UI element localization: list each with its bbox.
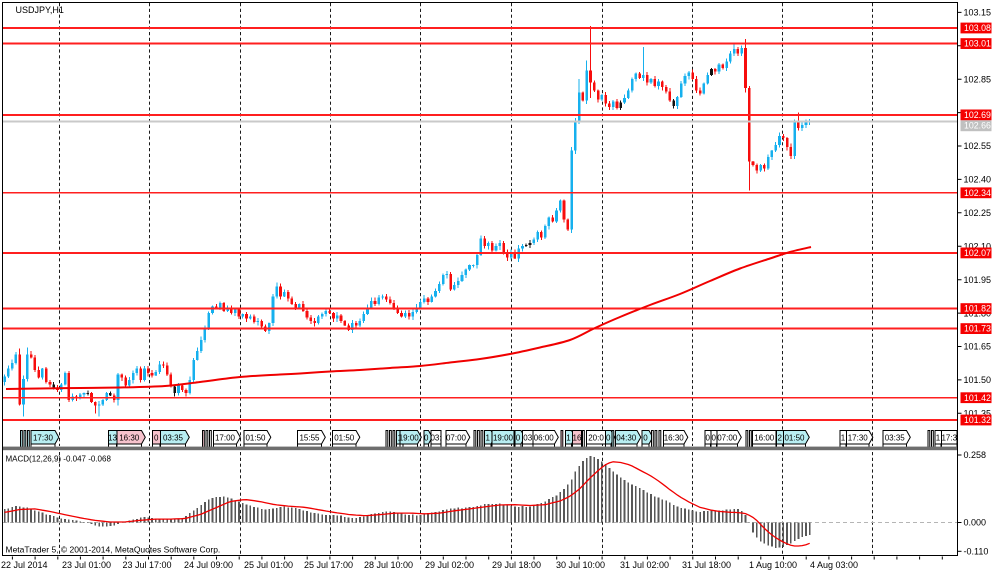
svg-text:0.000: 0.000 [964, 518, 987, 528]
svg-text:101.65: 101.65 [964, 342, 992, 352]
svg-text:30 Jul 10:00: 30 Jul 10:00 [556, 560, 605, 570]
svg-text:101.42: 101.42 [964, 393, 991, 403]
svg-text:17:30: 17:30 [848, 433, 869, 442]
svg-text:1: 1 [486, 433, 491, 442]
svg-text:16:00: 16:00 [754, 433, 775, 442]
svg-text:102.69: 102.69 [964, 110, 991, 120]
svg-text:29 Jul 02:00: 29 Jul 02:00 [425, 560, 474, 570]
svg-text:16:30: 16:30 [664, 433, 685, 442]
svg-text:16: 16 [573, 433, 582, 442]
svg-text:19:00: 19:00 [399, 433, 420, 442]
svg-text:103.15: 103.15 [964, 8, 992, 18]
svg-text:1 Aug 10:00: 1 Aug 10:00 [749, 560, 797, 570]
svg-text:07:00: 07:00 [446, 433, 467, 442]
svg-text:0: 0 [516, 433, 521, 442]
svg-text:0: 0 [706, 433, 711, 442]
svg-text:101.50: 101.50 [964, 375, 992, 385]
svg-text:102.34: 102.34 [964, 188, 991, 198]
svg-text:22 Jul 2014: 22 Jul 2014 [1, 560, 48, 570]
svg-text:102.66: 102.66 [964, 121, 991, 131]
svg-text:102.07: 102.07 [964, 248, 991, 258]
svg-text:03:35: 03:35 [885, 433, 906, 442]
svg-text:103.01: 103.01 [964, 39, 991, 49]
svg-text:31 Jul 18:00: 31 Jul 18:00 [682, 560, 731, 570]
svg-text:25 Jul 17:00: 25 Jul 17:00 [304, 560, 353, 570]
svg-text:102.40: 102.40 [964, 175, 992, 185]
svg-text:29 Jul 18:00: 29 Jul 18:00 [492, 560, 541, 570]
svg-text:19:00: 19:00 [493, 433, 514, 442]
svg-text:101.73: 101.73 [964, 324, 991, 334]
svg-text:0.258: 0.258 [964, 450, 987, 460]
svg-text:23 Jul 17:00: 23 Jul 17:00 [123, 560, 172, 570]
svg-text:102.85: 102.85 [964, 74, 992, 84]
svg-text:07:00: 07:00 [717, 433, 738, 442]
svg-text:03:35: 03:35 [163, 433, 184, 442]
svg-text:03:: 03: [430, 433, 441, 442]
svg-text:25 Jul 01:00: 25 Jul 01:00 [244, 560, 293, 570]
svg-text:1: 1 [936, 433, 941, 442]
svg-text:101.32: 101.32 [964, 415, 991, 425]
svg-text:1: 1 [566, 433, 571, 442]
svg-text:102.25: 102.25 [964, 208, 992, 218]
svg-text:01:50: 01:50 [784, 433, 805, 442]
svg-text:MACD(12,26,9) -0.047 -0.068: MACD(12,26,9) -0.047 -0.068 [6, 455, 112, 464]
svg-text:-0.110: -0.110 [964, 547, 989, 557]
svg-text:101.35: 101.35 [964, 409, 992, 419]
svg-text:0: 0 [424, 433, 429, 442]
svg-text:15:55: 15:55 [299, 433, 320, 442]
svg-text:20:0: 20:0 [588, 433, 604, 442]
svg-text:102.55: 102.55 [964, 141, 992, 151]
svg-text:102.10: 102.10 [964, 241, 992, 251]
svg-text:0: 0 [643, 433, 648, 442]
svg-text:17:30: 17:30 [33, 433, 54, 442]
svg-text:17:00: 17:00 [215, 433, 236, 442]
svg-text:13: 13 [108, 433, 117, 442]
svg-text:1: 1 [841, 433, 846, 442]
svg-text:USDJPY,H1: USDJPY,H1 [16, 5, 64, 15]
svg-text:101.82: 101.82 [964, 304, 991, 314]
svg-text:4 Aug 03:00: 4 Aug 03:00 [810, 560, 858, 570]
svg-text:103.08: 103.08 [964, 23, 991, 33]
svg-text:2: 2 [778, 433, 783, 442]
svg-text:0: 0 [154, 433, 159, 442]
svg-text:MetaTrader 5, © 2001-2014, Met: MetaTrader 5, © 2001-2014, MetaQuotes So… [6, 545, 221, 555]
svg-text:04:30: 04:30 [616, 433, 637, 442]
svg-text:23 Jul 01:00: 23 Jul 01:00 [62, 560, 111, 570]
svg-text:06:00: 06:00 [534, 433, 555, 442]
svg-text:01:50: 01:50 [245, 433, 266, 442]
svg-text:03: 03 [523, 433, 532, 442]
svg-text:16:30: 16:30 [119, 433, 140, 442]
svg-text:24 Jul 09:00: 24 Jul 09:00 [184, 560, 233, 570]
svg-text:0: 0 [606, 433, 611, 442]
svg-text:17:3: 17:3 [941, 433, 957, 442]
svg-text:0: 0 [712, 433, 717, 442]
svg-text:31 Jul 02:00: 31 Jul 02:00 [620, 560, 669, 570]
svg-text:28 Jul 10:00: 28 Jul 10:00 [364, 560, 413, 570]
svg-text:101.95: 101.95 [964, 275, 992, 285]
svg-text:01:50: 01:50 [334, 433, 355, 442]
